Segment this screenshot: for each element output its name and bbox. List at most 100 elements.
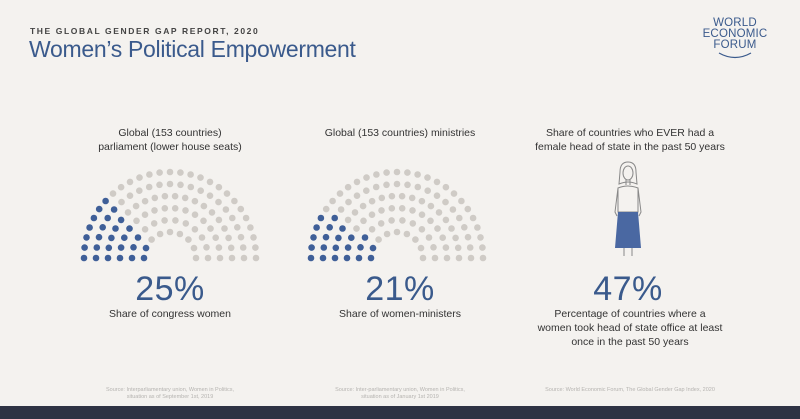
logo-line-1: WORLD bbox=[713, 17, 757, 29]
panel-3-caption: Percentage of countries where a women to… bbox=[530, 307, 730, 349]
seat-dot-women bbox=[110, 206, 118, 213]
seat-dot bbox=[212, 234, 219, 241]
seat-dot-women bbox=[308, 244, 315, 251]
seat-dot bbox=[337, 206, 345, 213]
seat-dot bbox=[252, 254, 260, 262]
seat-dot-women bbox=[344, 244, 352, 251]
seat-dot bbox=[359, 202, 367, 210]
seat-dot-women bbox=[369, 244, 377, 252]
seat-dot bbox=[469, 214, 477, 222]
seat-dot-women bbox=[320, 244, 328, 251]
seat-dot bbox=[368, 226, 376, 233]
seat-dot-women bbox=[95, 233, 103, 241]
seat-dot bbox=[145, 183, 153, 191]
seat-dot bbox=[398, 192, 406, 200]
seat-dot bbox=[191, 197, 199, 205]
seat-dot bbox=[383, 230, 391, 238]
panel-3-heading-line-2: female head of state in the past 50 year… bbox=[535, 141, 725, 153]
seat-dot bbox=[329, 197, 336, 205]
seat-dot-women bbox=[355, 254, 363, 262]
seat-dot bbox=[424, 174, 431, 181]
seat-dot bbox=[148, 236, 155, 243]
seat-dot bbox=[435, 209, 443, 216]
panel-2-caption: Share of women-ministers bbox=[339, 308, 461, 320]
seat-dot-women bbox=[367, 254, 375, 262]
seat-dot bbox=[126, 192, 134, 199]
seat-dot bbox=[464, 205, 472, 213]
seat-dot bbox=[448, 225, 455, 232]
seat-dot bbox=[215, 183, 223, 191]
seat-dot bbox=[345, 198, 352, 206]
seat-dot bbox=[452, 234, 459, 242]
seat-dot-women bbox=[121, 234, 128, 241]
seat-dot bbox=[136, 174, 143, 181]
seat-dot bbox=[252, 244, 259, 251]
seat-dot bbox=[442, 216, 450, 224]
seat-dot bbox=[461, 224, 468, 231]
seat-dot-women bbox=[112, 225, 119, 232]
seat-dot bbox=[378, 207, 385, 214]
panel-2-source-line-2: situation as of January 1st 2019 bbox=[361, 394, 439, 400]
seat-dot bbox=[424, 187, 431, 194]
seat-dot bbox=[383, 169, 390, 176]
seat-dot bbox=[225, 234, 232, 242]
seat-dot-women bbox=[83, 234, 90, 241]
seat-dot bbox=[181, 194, 189, 202]
seat-dot bbox=[477, 234, 484, 241]
seat-dot bbox=[378, 194, 386, 202]
seat-dot bbox=[431, 254, 439, 262]
logo-line-2: ECONOMIC bbox=[702, 28, 768, 40]
seat-dot bbox=[200, 217, 207, 225]
seat-dot bbox=[166, 228, 174, 236]
seat-dot bbox=[229, 214, 236, 222]
seat-dot bbox=[161, 217, 168, 224]
seat-dot-women bbox=[95, 205, 103, 213]
seat-dot bbox=[456, 214, 463, 222]
seat-dot bbox=[368, 211, 376, 218]
seat-dot-women bbox=[92, 254, 100, 262]
seat-dot bbox=[227, 244, 235, 252]
seat-dot bbox=[203, 244, 210, 251]
seat-dot bbox=[353, 225, 360, 232]
seat-dot bbox=[204, 254, 212, 262]
seat-dot bbox=[454, 244, 462, 252]
page-title: Women’s Political Empowerment bbox=[29, 36, 356, 62]
wef-logo: WORLD ECONOMIC FORUM bbox=[690, 17, 780, 60]
seat-dot bbox=[117, 183, 125, 191]
seat-dot-women bbox=[339, 225, 346, 232]
seat-dot bbox=[427, 217, 434, 225]
seat-dot bbox=[466, 244, 474, 251]
seat-dot bbox=[433, 178, 441, 186]
seat-dot bbox=[322, 205, 330, 213]
seat-dot bbox=[136, 187, 143, 194]
seat-dot bbox=[393, 168, 401, 176]
seat-dot bbox=[161, 192, 169, 200]
seat-dot bbox=[172, 217, 179, 224]
seat-dot bbox=[467, 254, 475, 262]
seat-dot bbox=[464, 233, 472, 241]
seat-dot bbox=[433, 192, 441, 199]
seat-dot-women bbox=[128, 254, 136, 262]
seat-dot bbox=[228, 254, 236, 262]
seat-dot bbox=[474, 224, 481, 231]
seat-dot bbox=[118, 198, 125, 206]
seat-dot-women bbox=[99, 224, 106, 231]
seat-dot bbox=[126, 178, 134, 186]
panel-1-source-line-1: Source: Interparliamentary union, Women … bbox=[106, 387, 234, 393]
logo-arc-icon bbox=[718, 52, 752, 59]
seat-dot bbox=[443, 254, 451, 262]
seat-dot-women bbox=[134, 234, 142, 241]
seat-dot-women bbox=[348, 234, 355, 241]
seat-dot bbox=[124, 209, 132, 216]
seat-dot bbox=[377, 220, 385, 227]
seat-dot bbox=[242, 214, 250, 222]
seat-dot-women bbox=[86, 224, 93, 231]
seat-dot bbox=[206, 192, 214, 199]
seat-dot bbox=[171, 192, 179, 200]
seat-dot bbox=[151, 194, 159, 202]
seat-dot bbox=[208, 209, 216, 216]
seat-dot-women bbox=[357, 244, 364, 251]
seat-dot bbox=[336, 190, 344, 197]
seat-dot bbox=[156, 230, 164, 238]
seat-dot-women bbox=[361, 234, 369, 241]
